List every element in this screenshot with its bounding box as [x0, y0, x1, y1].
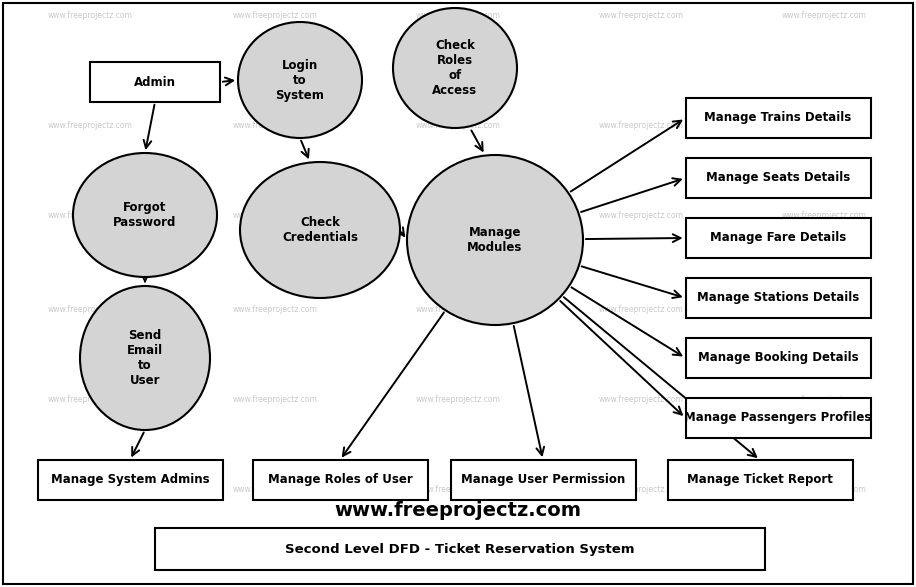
- Ellipse shape: [407, 155, 583, 325]
- Bar: [685, 338, 870, 378]
- Text: www.freeprojectz.com: www.freeprojectz.com: [48, 11, 133, 19]
- Text: Check
Credentials: Check Credentials: [282, 216, 358, 244]
- Text: Manage Ticket Report: Manage Ticket Report: [687, 474, 833, 487]
- Bar: [253, 460, 428, 500]
- Bar: [685, 98, 870, 138]
- Text: Manage Passengers Profiles: Manage Passengers Profiles: [684, 411, 872, 424]
- Bar: [685, 158, 870, 198]
- Text: www.freeprojectz.com: www.freeprojectz.com: [598, 11, 683, 19]
- Ellipse shape: [393, 8, 517, 128]
- Text: www.freeprojectz.com: www.freeprojectz.com: [781, 11, 867, 19]
- Text: Manage Booking Details: Manage Booking Details: [698, 352, 858, 365]
- Text: Manage Roles of User: Manage Roles of User: [267, 474, 412, 487]
- Text: www.freeprojectz.com: www.freeprojectz.com: [598, 396, 683, 404]
- Text: www.freeprojectz.com: www.freeprojectz.com: [233, 11, 318, 19]
- Text: www.freeprojectz.com: www.freeprojectz.com: [334, 501, 582, 519]
- Bar: [685, 278, 870, 318]
- Text: www.freeprojectz.com: www.freeprojectz.com: [781, 305, 867, 315]
- Text: www.freeprojectz.com: www.freeprojectz.com: [48, 120, 133, 130]
- Text: www.freeprojectz.com: www.freeprojectz.com: [233, 305, 318, 315]
- Text: www.freeprojectz.com: www.freeprojectz.com: [598, 120, 683, 130]
- Bar: [685, 398, 870, 438]
- Text: www.freeprojectz.com: www.freeprojectz.com: [416, 305, 500, 315]
- Text: www.freeprojectz.com: www.freeprojectz.com: [233, 211, 318, 220]
- Text: www.freeprojectz.com: www.freeprojectz.com: [781, 396, 867, 404]
- Text: Forgot
Password: Forgot Password: [114, 201, 177, 229]
- Text: Manage Fare Details: Manage Fare Details: [710, 231, 846, 245]
- Text: Second Level DFD - Ticket Reservation System: Second Level DFD - Ticket Reservation Sy…: [285, 542, 635, 555]
- Bar: [38, 460, 223, 500]
- Text: Manage Stations Details: Manage Stations Details: [697, 292, 859, 305]
- Bar: [451, 460, 636, 500]
- Bar: [668, 460, 853, 500]
- Text: www.freeprojectz.com: www.freeprojectz.com: [598, 485, 683, 494]
- Bar: [90, 62, 220, 102]
- Bar: [685, 218, 870, 258]
- Text: www.freeprojectz.com: www.freeprojectz.com: [781, 211, 867, 220]
- Text: www.freeprojectz.com: www.freeprojectz.com: [48, 485, 133, 494]
- Text: Login
to
System: Login to System: [276, 59, 324, 102]
- Text: Manage System Admins: Manage System Admins: [50, 474, 210, 487]
- Text: www.freeprojectz.com: www.freeprojectz.com: [48, 396, 133, 404]
- Text: www.freeprojectz.com: www.freeprojectz.com: [416, 211, 500, 220]
- Text: Send
Email
to
User: Send Email to User: [127, 329, 163, 387]
- Text: www.freeprojectz.com: www.freeprojectz.com: [48, 305, 133, 315]
- Text: www.freeprojectz.com: www.freeprojectz.com: [233, 396, 318, 404]
- Text: www.freeprojectz.com: www.freeprojectz.com: [781, 485, 867, 494]
- Text: Manage User Permission: Manage User Permission: [461, 474, 625, 487]
- Ellipse shape: [80, 286, 210, 430]
- Ellipse shape: [240, 162, 400, 298]
- Text: www.freeprojectz.com: www.freeprojectz.com: [233, 120, 318, 130]
- Text: www.freeprojectz.com: www.freeprojectz.com: [233, 485, 318, 494]
- Ellipse shape: [73, 153, 217, 277]
- Ellipse shape: [238, 22, 362, 138]
- Text: Manage
Modules: Manage Modules: [467, 226, 523, 254]
- Text: Admin: Admin: [134, 76, 176, 89]
- Text: Manage Trains Details: Manage Trains Details: [704, 112, 852, 124]
- Text: www.freeprojectz.com: www.freeprojectz.com: [416, 11, 500, 19]
- Text: Check
Roles
of
Access: Check Roles of Access: [432, 39, 477, 97]
- Text: www.freeprojectz.com: www.freeprojectz.com: [416, 485, 500, 494]
- Text: www.freeprojectz.com: www.freeprojectz.com: [598, 305, 683, 315]
- Text: Manage Seats Details: Manage Seats Details: [706, 171, 850, 184]
- Text: www.freeprojectz.com: www.freeprojectz.com: [416, 120, 500, 130]
- Bar: [155, 528, 765, 570]
- Text: www.freeprojectz.com: www.freeprojectz.com: [416, 396, 500, 404]
- Text: www.freeprojectz.com: www.freeprojectz.com: [48, 211, 133, 220]
- Text: www.freeprojectz.com: www.freeprojectz.com: [598, 211, 683, 220]
- Text: www.freeprojectz.com: www.freeprojectz.com: [781, 120, 867, 130]
